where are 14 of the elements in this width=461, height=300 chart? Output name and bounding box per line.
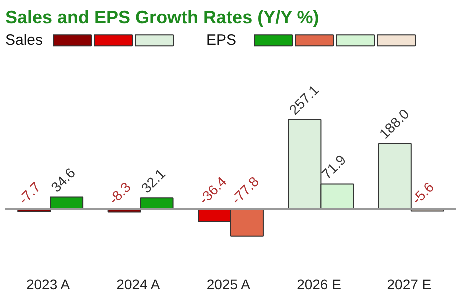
data-label: 32.1 [138, 166, 169, 196]
x-tick-label: 2025 A [206, 276, 252, 292]
data-label: -5.6 [408, 178, 438, 208]
legend-label: EPS [206, 32, 237, 50]
x-tick-label: 2024 A [116, 276, 161, 292]
x-tick-label: 2026 E [297, 276, 342, 292]
x-tick-label: 2027 E [387, 276, 432, 292]
data-label: 34.6 [48, 164, 79, 196]
chart-title: Sales and EPS Growth Rates (Y/Y %) [6, 8, 320, 28]
x-tick-label: 2023 A [26, 276, 71, 292]
data-label: -7.7 [15, 178, 44, 208]
data-label: -8.3 [106, 178, 134, 208]
data-label: 71.9 [318, 152, 350, 182]
legend-label: Sales [6, 32, 44, 50]
